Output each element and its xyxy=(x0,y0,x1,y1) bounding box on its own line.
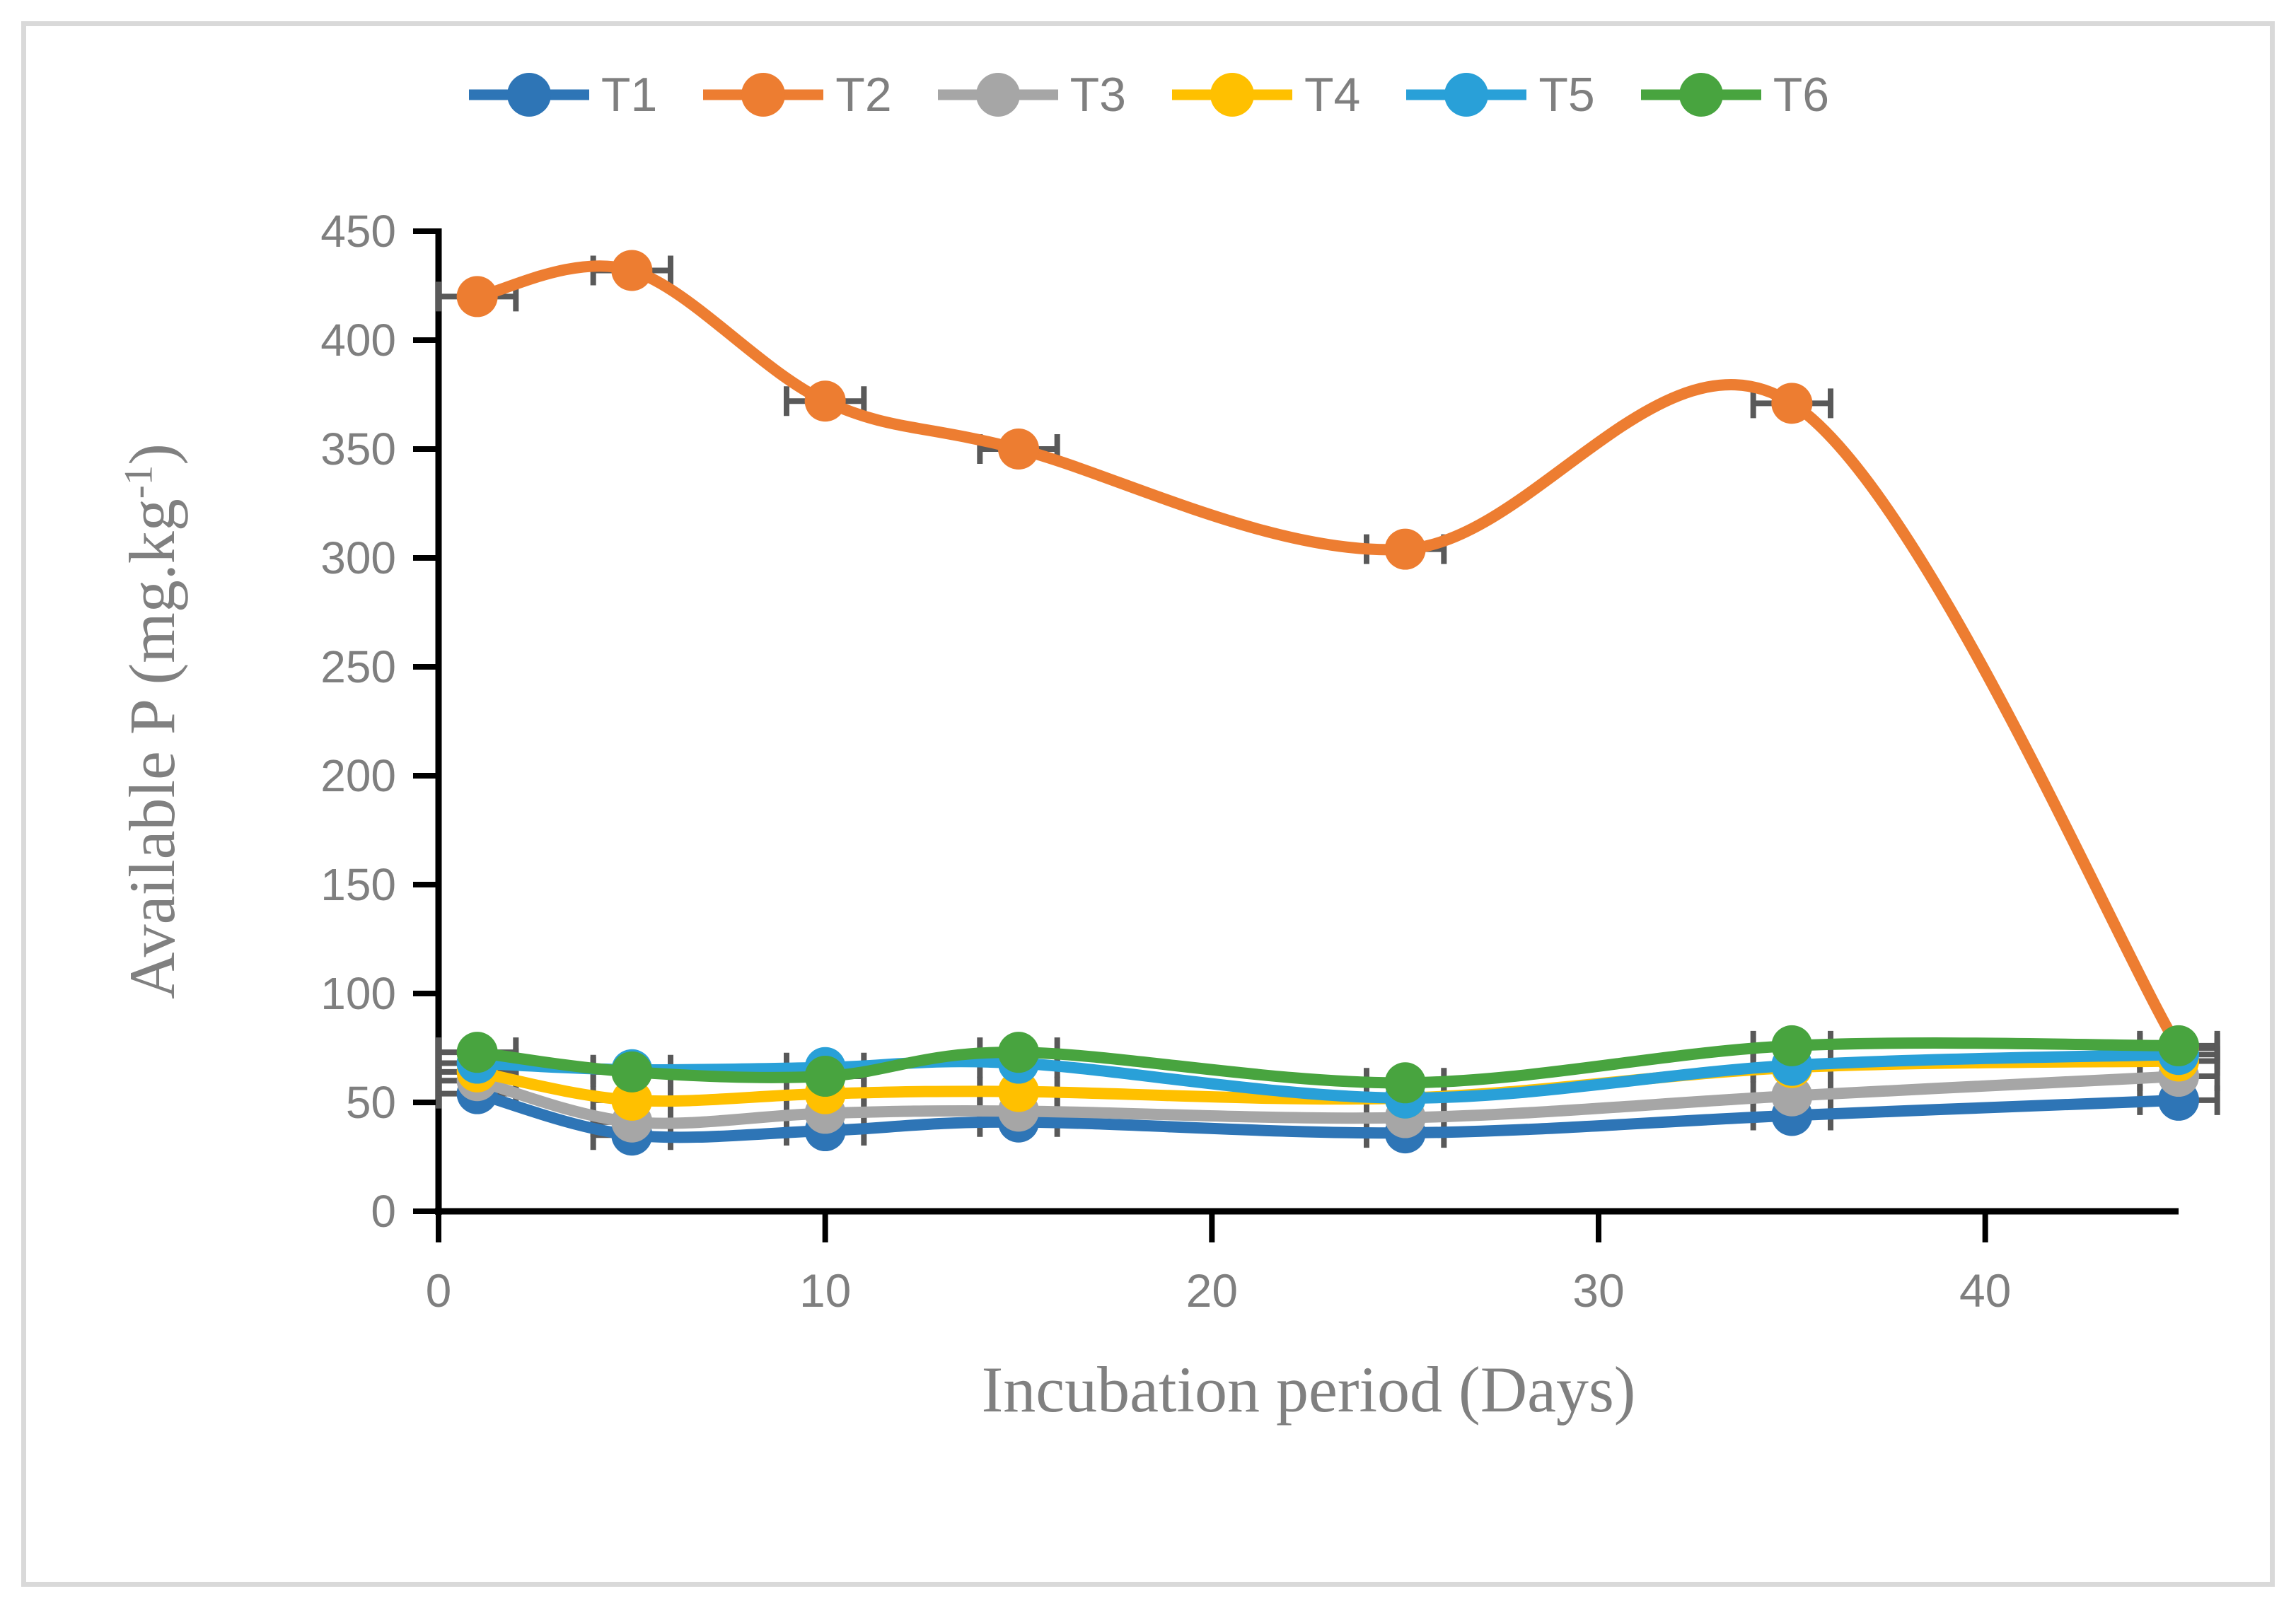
marker-T6-day10 xyxy=(804,1056,846,1097)
legend-item-T1: T1 xyxy=(467,71,657,119)
legend-label-T5: T5 xyxy=(1538,68,1595,122)
series-line-T1 xyxy=(471,1088,2184,1143)
marker-T4-day5 xyxy=(611,1079,653,1121)
legend-dot-T3 xyxy=(975,73,1020,117)
marker-T6-day15 xyxy=(998,1032,1039,1073)
legend-marker-T4-icon xyxy=(1172,73,1292,117)
axes: 0 50 100 150 200 250 300 350 400 450 0 10 20 30 40 xyxy=(320,206,2179,1317)
legend-dot-T1 xyxy=(506,73,551,117)
x-tick-label: 10 xyxy=(799,1264,851,1317)
y-axis-title-text: Available P (mg.kg xyxy=(116,499,188,999)
x-tick-label: 30 xyxy=(1572,1264,1624,1317)
marker-T2-day5 xyxy=(611,250,653,291)
y-tick-label: 0 xyxy=(371,1186,396,1237)
figure-border xyxy=(21,21,2275,1587)
y-axis-title: Available P (mg.kg-1) xyxy=(115,443,190,999)
legend-dot-T6 xyxy=(1678,73,1723,117)
y-tick-label: 100 xyxy=(320,968,396,1019)
y-tick-label: 300 xyxy=(320,532,396,583)
legend-label-T6: T6 xyxy=(1773,68,1830,122)
legend-dot-T5 xyxy=(1444,73,1489,117)
legend-item-T4: T4 xyxy=(1170,71,1360,119)
series-line-T6 xyxy=(471,1037,2184,1089)
series-line-T3 xyxy=(471,1071,2184,1129)
marker-T2-day10 xyxy=(804,380,846,422)
y-tick-label: 250 xyxy=(320,641,396,692)
y-tick-label: 200 xyxy=(320,750,396,801)
legend-label-T3: T3 xyxy=(1069,68,1126,122)
y-axis-title-close: ) xyxy=(116,443,188,465)
legend-label-T1: T1 xyxy=(601,68,658,122)
y-tick-label: 150 xyxy=(320,859,396,910)
error-bars xyxy=(436,255,2220,1150)
legend-label-T2: T2 xyxy=(835,68,892,122)
series-line-T2 xyxy=(471,260,2184,1054)
legend-item-T6: T6 xyxy=(1639,71,1829,119)
legend-label-T4: T4 xyxy=(1304,68,1361,122)
legend-dot-T2 xyxy=(741,73,786,117)
x-axis-title: Incubation period (Days) xyxy=(981,1353,1636,1426)
y-axis-title-superscript: -1 xyxy=(116,465,161,499)
series-T2 xyxy=(456,250,2199,1068)
x-tick-label: 0 xyxy=(426,1264,452,1317)
legend-marker-T2-icon xyxy=(703,73,824,117)
legend-dot-T4 xyxy=(1210,73,1254,117)
x-tick-label: 20 xyxy=(1186,1264,1238,1317)
marker-T3-day35 xyxy=(1771,1075,1813,1117)
y-tick-label: 50 xyxy=(346,1077,396,1128)
legend-item-T3: T3 xyxy=(936,71,1126,119)
marker-T2-day35 xyxy=(1771,383,1813,424)
legend-marker-T1-icon xyxy=(468,73,589,117)
marker-T4-day15 xyxy=(998,1071,1039,1112)
y-tick-label: 400 xyxy=(320,315,396,366)
x-tick-label: 40 xyxy=(1959,1264,2011,1317)
series-T6 xyxy=(456,1025,2199,1104)
marker-T6-day25 xyxy=(1384,1062,1426,1104)
legend-marker-T3-icon xyxy=(937,73,1058,117)
marker-T6-day1 xyxy=(456,1032,498,1073)
marker-T2-day25 xyxy=(1384,528,1426,570)
marker-T2-day15 xyxy=(998,429,1039,470)
legend-marker-T6-icon xyxy=(1640,73,1761,117)
marker-T6-day5 xyxy=(611,1051,653,1093)
legend-marker-T5-icon xyxy=(1406,73,1527,117)
chart-legend: T1 T2 T3 T4 T5 T6 xyxy=(0,71,2296,119)
marker-T6-day45 xyxy=(2158,1025,2199,1066)
y-tick-label: 350 xyxy=(320,424,396,474)
legend-item-T2: T2 xyxy=(701,68,892,122)
marker-T6-day35 xyxy=(1771,1025,1813,1066)
legend-item-T5: T5 xyxy=(1404,68,1595,122)
y-tick-label: 450 xyxy=(320,206,396,257)
marker-T2-day1 xyxy=(456,276,498,317)
